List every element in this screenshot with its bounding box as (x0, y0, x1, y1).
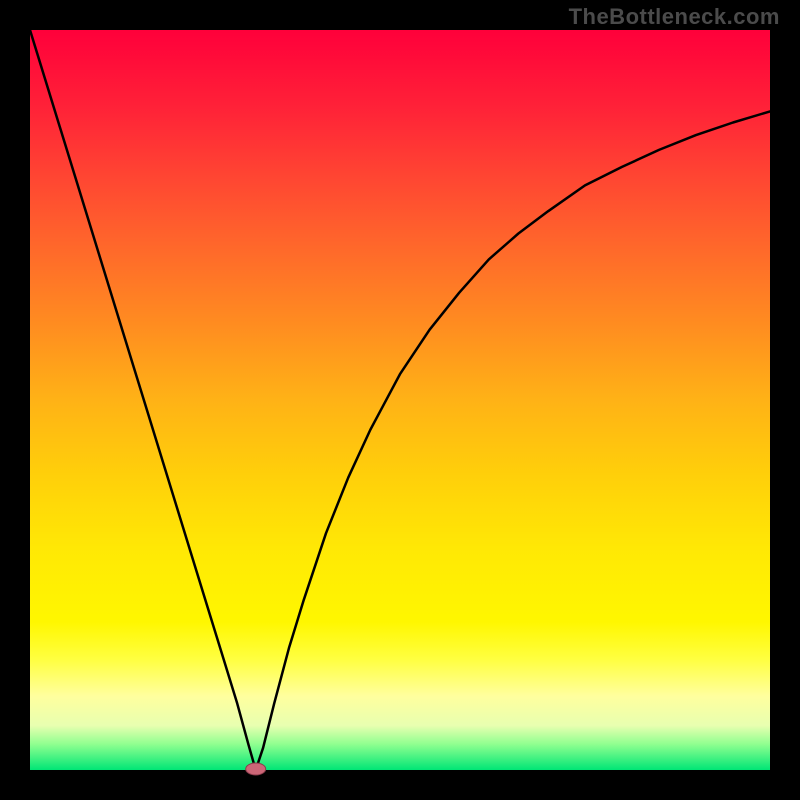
watermark-text: TheBottleneck.com (569, 4, 780, 30)
chart-canvas: TheBottleneck.com (0, 0, 800, 800)
plot-background (30, 30, 770, 770)
chart-svg (0, 0, 800, 800)
optimal-marker (246, 763, 266, 775)
